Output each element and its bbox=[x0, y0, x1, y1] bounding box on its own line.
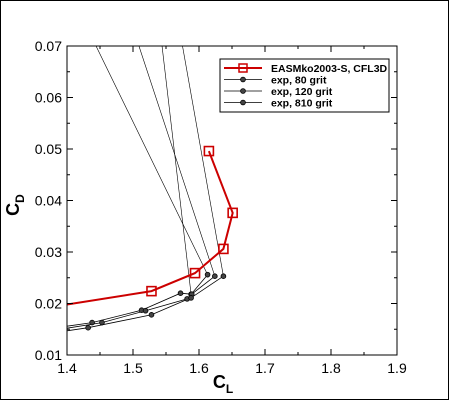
x-axis-label: CL bbox=[213, 372, 233, 396]
legend: EASMko2003-S, CFL3D exp, 80 grit exp, 12… bbox=[219, 58, 390, 113]
data-point-square bbox=[227, 207, 238, 219]
data-point-square bbox=[218, 243, 229, 255]
y-tick-label: 0.01 bbox=[35, 347, 62, 363]
legend-label-exp-120-grit: exp, 120 grit bbox=[271, 86, 333, 98]
x-tick-label: 1.9 bbox=[387, 360, 407, 376]
polar-line bbox=[95, 46, 208, 275]
y-tick-label: 0.06 bbox=[35, 90, 62, 106]
legend-square-marker bbox=[238, 63, 248, 73]
legend-circle-marker bbox=[240, 76, 246, 83]
legend-circle-marker bbox=[240, 99, 246, 106]
data-point-circle bbox=[220, 273, 227, 280]
data-point-circle bbox=[89, 319, 95, 326]
x-tick-label: 1.6 bbox=[189, 360, 209, 376]
data-point-circle bbox=[142, 307, 149, 314]
polar-line bbox=[138, 46, 216, 277]
data-point-square bbox=[146, 285, 157, 297]
x-tick-label: 1.5 bbox=[123, 360, 143, 376]
legend-circle-marker bbox=[240, 88, 246, 94]
x-tick-label: 1.7 bbox=[255, 360, 275, 376]
y-tick-label: 0.05 bbox=[35, 141, 62, 157]
axis-ticks: 1.4 1.5 1.6 1.7 1.8 1.9 0.01 0.02 0.03 0.04 0.05 0.… bbox=[35, 38, 407, 376]
legend-entry-easmko2003-s: EASMko2003-S, CFL3D bbox=[224, 63, 388, 75]
y-axis-label: CD bbox=[3, 194, 27, 216]
series-markers bbox=[85, 145, 238, 331]
data-point-circle bbox=[212, 273, 218, 280]
legend-label-exp-80-grit: exp, 80 grit bbox=[271, 75, 327, 87]
data-point-circle bbox=[204, 271, 211, 278]
data-point-circle bbox=[85, 324, 91, 331]
data-point-circle bbox=[148, 312, 155, 318]
series-line-1 bbox=[67, 274, 208, 327]
y-tick-label: 0.03 bbox=[35, 244, 62, 260]
series-line-2 bbox=[67, 275, 216, 329]
data-point-circle bbox=[99, 319, 105, 326]
data-point-square bbox=[189, 267, 201, 279]
legend-entry-exp-120-grit: exp, 120 grit bbox=[224, 86, 333, 98]
y-tick-label: 0.02 bbox=[35, 296, 62, 312]
y-tick-label: 0.04 bbox=[35, 193, 62, 209]
data-point-square bbox=[203, 145, 215, 157]
y-tick-label: 0.07 bbox=[35, 38, 62, 54]
legend-entry-exp-810-grit: exp, 810 grit bbox=[224, 98, 333, 110]
legend-entry-exp-80-grit: exp, 80 grit bbox=[224, 75, 327, 87]
x-tick-label: 1.4 bbox=[57, 360, 77, 376]
polar-line bbox=[182, 46, 224, 277]
series-lines bbox=[67, 150, 234, 332]
polar-lines bbox=[95, 46, 224, 295]
x-tick-label: 1.8 bbox=[321, 360, 341, 376]
polar-line bbox=[161, 46, 192, 295]
legend-label-easmko2003-s: EASMko2003-S, CFL3D bbox=[271, 63, 388, 75]
legend-label-exp-810-grit: exp, 810 grit bbox=[271, 98, 333, 110]
data-point-circle bbox=[177, 290, 184, 297]
data-point-circle bbox=[188, 295, 194, 301]
series-line-0 bbox=[67, 150, 234, 306]
